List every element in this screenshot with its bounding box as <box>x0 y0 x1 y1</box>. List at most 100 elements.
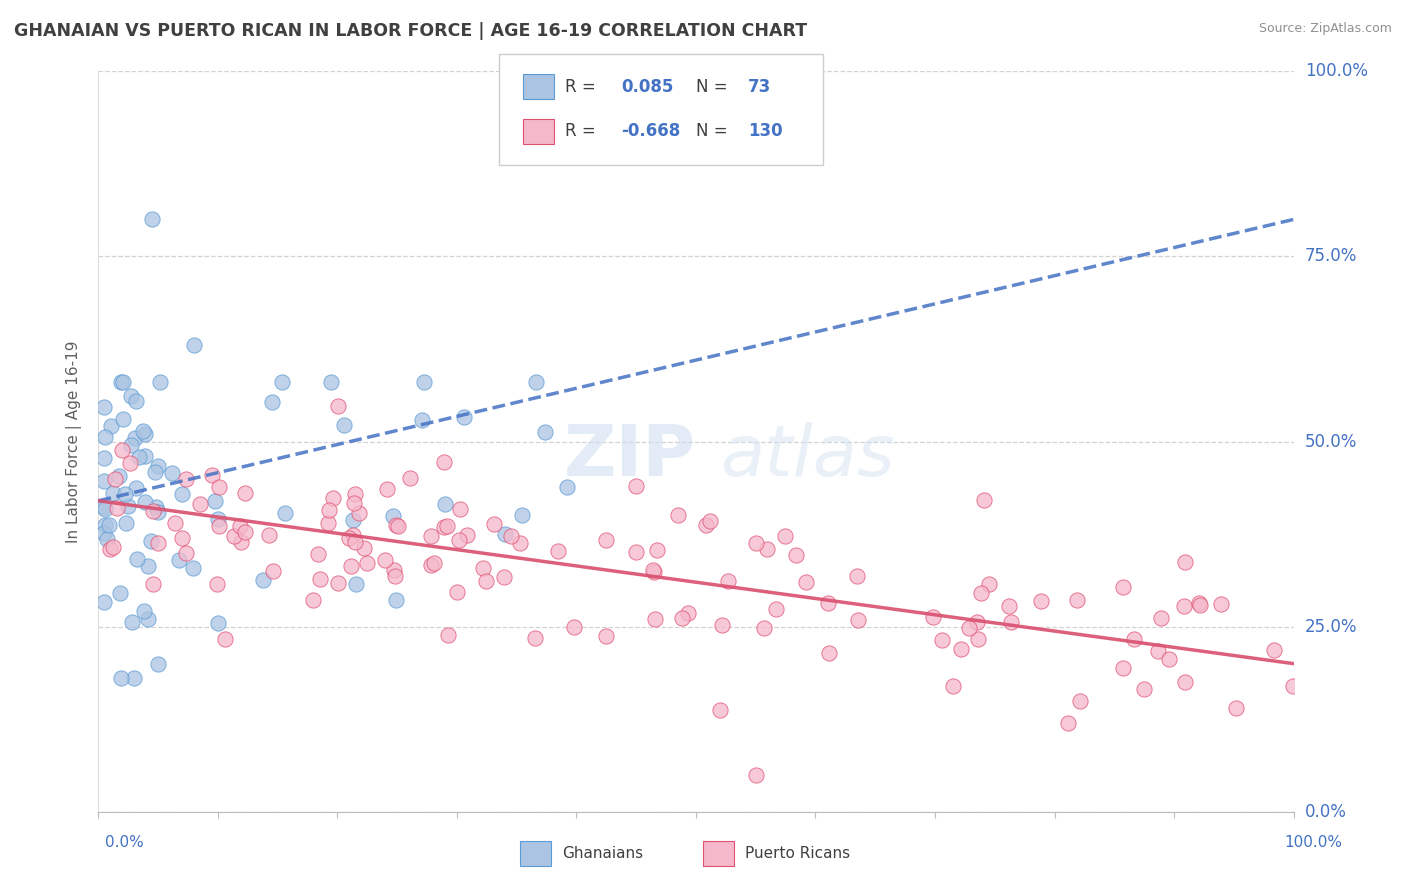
Point <box>163 516 186 531</box>
Point <box>1225 701 1247 715</box>
Point <box>1173 599 1195 614</box>
Point <box>121 615 143 629</box>
Point <box>101 486 124 500</box>
Point <box>181 561 204 575</box>
Point <box>666 508 689 522</box>
Point <box>1174 675 1197 690</box>
Point <box>745 536 768 550</box>
Point <box>141 212 163 227</box>
Point <box>208 480 231 494</box>
Point <box>846 568 869 582</box>
Point <box>271 376 294 390</box>
Point <box>1000 615 1022 629</box>
Point <box>942 680 965 694</box>
Point <box>453 410 475 425</box>
Point <box>134 449 156 463</box>
Point <box>967 632 990 647</box>
Point <box>755 541 778 556</box>
Point <box>846 613 869 627</box>
Point <box>353 541 375 556</box>
Point <box>100 419 122 434</box>
Point <box>252 573 274 587</box>
Point <box>475 574 498 589</box>
Point <box>957 621 980 635</box>
Point <box>1112 580 1135 594</box>
Point <box>1187 596 1209 610</box>
Text: Ghanaians: Ghanaians <box>562 847 644 861</box>
Text: N =: N = <box>696 78 733 95</box>
Point <box>274 507 297 521</box>
Point <box>523 631 546 645</box>
Y-axis label: In Labor Force | Age 16-19: In Labor Force | Age 16-19 <box>66 340 83 543</box>
Point <box>949 642 972 657</box>
Point <box>1029 594 1052 608</box>
Point <box>765 601 787 615</box>
Point <box>93 400 115 414</box>
Point <box>384 568 406 582</box>
Point <box>146 459 169 474</box>
Point <box>145 500 167 514</box>
Point <box>562 620 585 634</box>
Point <box>973 492 995 507</box>
Point <box>233 525 256 540</box>
Point <box>624 478 647 492</box>
Point <box>110 672 132 686</box>
Point <box>645 543 668 558</box>
Point <box>170 531 193 545</box>
Point <box>148 536 170 550</box>
Point <box>120 456 142 470</box>
Point <box>125 393 148 408</box>
Text: 25.0%: 25.0% <box>1305 617 1357 636</box>
Point <box>387 518 409 533</box>
Point <box>385 518 408 533</box>
Point <box>94 517 117 532</box>
Point <box>509 536 531 550</box>
Point <box>108 469 131 483</box>
Point <box>111 443 134 458</box>
Point <box>231 535 253 549</box>
Text: 0.0%: 0.0% <box>105 836 145 850</box>
Point <box>671 611 693 625</box>
Point <box>641 563 664 577</box>
Point <box>93 595 115 609</box>
Point <box>132 424 155 438</box>
Point <box>494 526 516 541</box>
Point <box>449 533 471 548</box>
FancyBboxPatch shape <box>523 119 554 144</box>
Point <box>349 506 371 520</box>
Point <box>695 518 717 533</box>
Point <box>93 451 115 466</box>
Point <box>98 518 121 533</box>
Point <box>375 482 398 496</box>
Point <box>233 485 256 500</box>
Point <box>103 540 125 554</box>
Point <box>399 471 422 485</box>
Point <box>1057 716 1080 731</box>
Point <box>785 548 807 562</box>
Point <box>318 502 340 516</box>
Point <box>1069 694 1091 708</box>
Point <box>93 500 115 515</box>
Point <box>998 599 1021 613</box>
Point <box>710 618 733 632</box>
Point <box>422 556 444 570</box>
Point <box>120 389 142 403</box>
Point <box>125 552 148 566</box>
Point <box>148 376 170 390</box>
FancyBboxPatch shape <box>703 841 734 866</box>
Point <box>966 615 988 629</box>
Text: 73: 73 <box>748 78 772 95</box>
Point <box>717 574 740 588</box>
Point <box>449 502 471 516</box>
Point <box>136 612 159 626</box>
Point <box>436 519 458 533</box>
Point <box>143 465 166 479</box>
Point <box>510 508 533 523</box>
Point <box>319 376 342 390</box>
Point <box>139 533 162 548</box>
Point <box>224 528 246 542</box>
Text: -0.668: -0.668 <box>621 122 681 140</box>
Point <box>316 516 339 530</box>
Point <box>456 528 478 542</box>
Point <box>1157 652 1180 666</box>
